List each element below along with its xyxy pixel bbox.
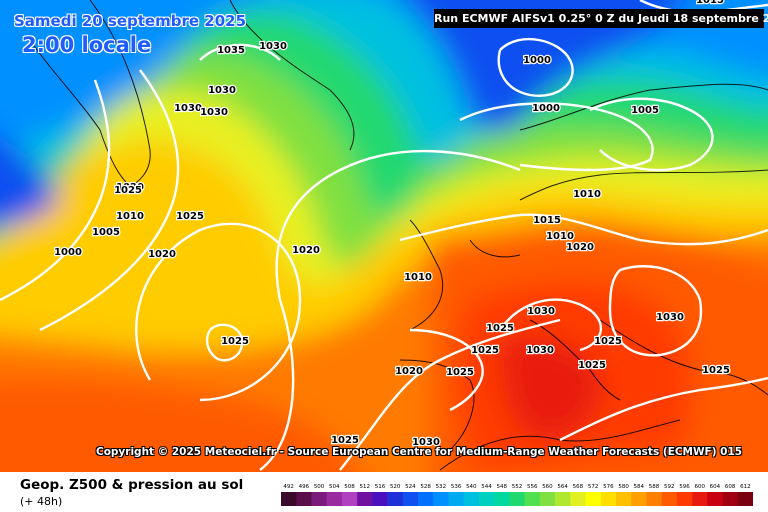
color-scale-label: 500	[314, 484, 325, 490]
color-scale-swatch	[372, 492, 388, 506]
color-scale-swatch	[722, 492, 739, 506]
color-scale-label: 612	[740, 484, 751, 490]
color-scale-label: 560	[542, 484, 553, 490]
color-scale-label: 524	[405, 484, 416, 490]
color-scale-swatch	[570, 492, 586, 506]
color-scale-swatch	[463, 492, 480, 506]
color-scale-swatch	[311, 492, 327, 506]
color-scale-label: 496	[299, 484, 310, 490]
run-info: Run ECMWF AIFSv1 0.25° 0 Z du Jeudi 18 s…	[434, 9, 768, 28]
color-scale-label: 544	[481, 484, 492, 490]
color-scale-label: 536	[451, 484, 462, 490]
color-scale-swatch	[326, 492, 343, 506]
color-scale-label: 592	[664, 484, 675, 490]
color-scale-swatch	[387, 492, 404, 506]
color-scale-label: 512	[359, 484, 370, 490]
legend-footer: Geop. Z500 & pression au sol (+ 48h) 492…	[0, 472, 768, 512]
color-scale-swatch	[357, 492, 373, 506]
color-scale-label: 508	[344, 484, 355, 490]
color-scale-label: 588	[649, 484, 660, 490]
color-scale-label: 520	[390, 484, 401, 490]
color-scale-label: 600	[694, 484, 705, 490]
copyright-notice: Copyright © 2025 Meteociel.fr - Source E…	[96, 446, 743, 458]
color-scale-swatch	[281, 492, 297, 506]
color-scale-label: 540	[466, 484, 477, 490]
color-scale-swatch	[707, 492, 723, 506]
color-scale-swatch	[341, 492, 358, 506]
color-scale-swatch	[600, 492, 617, 506]
color-scale-label: 568	[573, 484, 584, 490]
color-scale-swatch	[494, 492, 510, 506]
color-scale-label: 552	[512, 484, 523, 490]
color-scale-swatch	[402, 492, 419, 506]
color-scale-swatch	[661, 492, 678, 506]
color-scale-swatch	[646, 492, 662, 506]
color-scale-label: 576	[603, 484, 614, 490]
geopotential-field	[0, 0, 768, 472]
color-scale-swatch	[615, 492, 632, 506]
color-scale-swatch	[555, 492, 571, 506]
color-scale-swatch	[524, 492, 541, 506]
isobar-contours	[0, 0, 768, 470]
forecast-time: 2:00 locale	[22, 33, 152, 57]
color-scale-label: 572	[588, 484, 599, 490]
color-scale-label: 532	[436, 484, 447, 490]
color-scale-label: 564	[557, 484, 568, 490]
color-scale-label: 608	[725, 484, 736, 490]
color-scale-swatch	[585, 492, 602, 506]
color-scale-label: 604	[710, 484, 721, 490]
color-scale-label: 492	[283, 484, 294, 490]
color-scale-label: 596	[679, 484, 690, 490]
color-scale-label: 584	[634, 484, 645, 490]
color-scale-swatch	[692, 492, 708, 506]
color-scale: 492 496 500 504 508 512 516 520 524 528 532 536 540 5…	[281, 484, 753, 506]
color-scale-label: 580	[618, 484, 629, 490]
color-scale-swatch	[737, 492, 753, 506]
color-scale-swatch	[478, 492, 495, 506]
color-scale-swatch	[448, 492, 465, 506]
color-scale-swatch	[433, 492, 449, 506]
color-scale-swatch	[296, 492, 312, 506]
color-scale-swatch	[509, 492, 525, 506]
color-scale-swatch	[418, 492, 434, 506]
color-scale-label: 556	[527, 484, 538, 490]
color-scale-label: 504	[329, 484, 340, 490]
parameter-title: Geop. Z500 & pression au sol	[20, 477, 244, 493]
color-scale-swatch	[631, 492, 647, 506]
color-scale-label: 528	[420, 484, 431, 490]
color-scale-label: 516	[375, 484, 386, 490]
z500-pressure-map	[0, 0, 768, 472]
forecast-date: Samedi 20 septembre 2025	[14, 12, 247, 30]
color-scale-label: 548	[497, 484, 508, 490]
forecast-lead: (+ 48h)	[20, 495, 63, 508]
color-scale-swatch	[676, 492, 693, 506]
color-scale-swatch	[539, 492, 556, 506]
